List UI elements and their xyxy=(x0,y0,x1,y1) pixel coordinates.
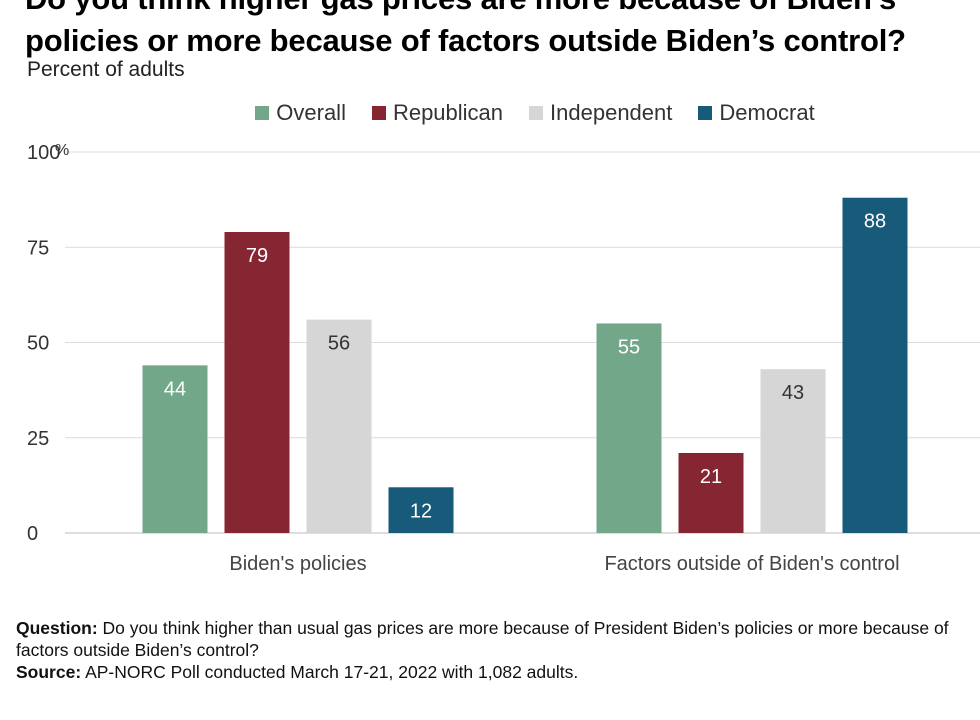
bar-overall-biden-s-policies xyxy=(142,365,208,533)
source-label: Source: xyxy=(16,662,82,682)
legend-item-overall: Overall xyxy=(255,100,346,126)
source-text: AP-NORC Poll conducted March 17-21, 2022… xyxy=(85,662,579,682)
legend-label-overall: Overall xyxy=(276,100,346,125)
bar-label-democrat-factors-outside-of-biden-s-control: 88 xyxy=(864,211,886,233)
legend-swatch-democrat xyxy=(698,106,713,120)
bar-independent-biden-s-policies xyxy=(306,319,372,533)
bar-republican-biden-s-policies xyxy=(224,232,290,533)
chart-title-line-2: policies or more because of factors outs… xyxy=(25,23,906,58)
y-tick-label-100: 100 xyxy=(27,142,60,164)
question-label: Question: xyxy=(16,618,98,638)
question-note: Question: Do you think higher than usual… xyxy=(16,617,966,661)
y-tick-label-0: 0 xyxy=(27,523,38,545)
bar-label-republican-biden-s-policies: 79 xyxy=(246,245,268,267)
chart-title: Do you think higher gas prices are more … xyxy=(25,0,975,62)
chart-legend: Overall Republican Independent Democrat xyxy=(0,100,980,126)
legend-swatch-republican xyxy=(371,106,386,120)
legend-label-independent: Independent xyxy=(550,100,673,125)
chart-title-line-1: Do you think higher gas prices are more … xyxy=(25,0,975,20)
legend-label-democrat: Democrat xyxy=(719,100,815,125)
legend-item-democrat: Democrat xyxy=(698,100,815,126)
legend-swatch-independent xyxy=(529,106,544,120)
bar-label-republican-factors-outside-of-biden-s-control: 21 xyxy=(700,466,722,488)
y-tick-label-25: 25 xyxy=(27,428,49,450)
legend-swatch-overall xyxy=(255,106,270,120)
bar-overall-factors-outside-of-biden-s-control xyxy=(596,323,662,533)
bar-independent-factors-outside-of-biden-s-control xyxy=(760,369,826,533)
bar-democrat-factors-outside-of-biden-s-control xyxy=(842,197,908,533)
source-note: Source: AP-NORC Poll conducted March 17-… xyxy=(16,661,966,683)
y-tick-label-75: 75 xyxy=(27,237,49,259)
bar-label-independent-factors-outside-of-biden-s-control: 43 xyxy=(782,382,804,404)
bar-label-overall-biden-s-policies: 44 xyxy=(164,378,186,400)
bar-chart: 0 25 50 75 100% Biden's policies 44 79 56 12 Facto… xyxy=(27,142,980,575)
x-category-label-biden-s-policies: Biden's policies xyxy=(229,553,366,575)
y-unit-label: % xyxy=(55,142,69,159)
chart-notes: Question: Do you think higher than usual… xyxy=(16,617,966,683)
y-tick-label-50: 50 xyxy=(27,333,49,355)
x-category-label-factors-outside-of-biden-s-control: Factors outside of Biden's control xyxy=(604,553,899,575)
bar-label-independent-biden-s-policies: 56 xyxy=(328,333,350,355)
legend-item-republican: Republican xyxy=(371,100,504,126)
bar-label-democrat-biden-s-policies: 12 xyxy=(410,500,432,522)
bar-democrat-biden-s-policies xyxy=(388,487,454,533)
legend-label-republican: Republican xyxy=(392,100,504,125)
bar-republican-factors-outside-of-biden-s-control xyxy=(678,452,744,533)
legend-item-independent: Independent xyxy=(529,100,672,126)
chart-subtitle: Percent of adults xyxy=(27,58,185,81)
bar-label-overall-factors-outside-of-biden-s-control: 55 xyxy=(618,336,640,358)
question-text: Do you think higher than usual gas price… xyxy=(16,618,949,660)
